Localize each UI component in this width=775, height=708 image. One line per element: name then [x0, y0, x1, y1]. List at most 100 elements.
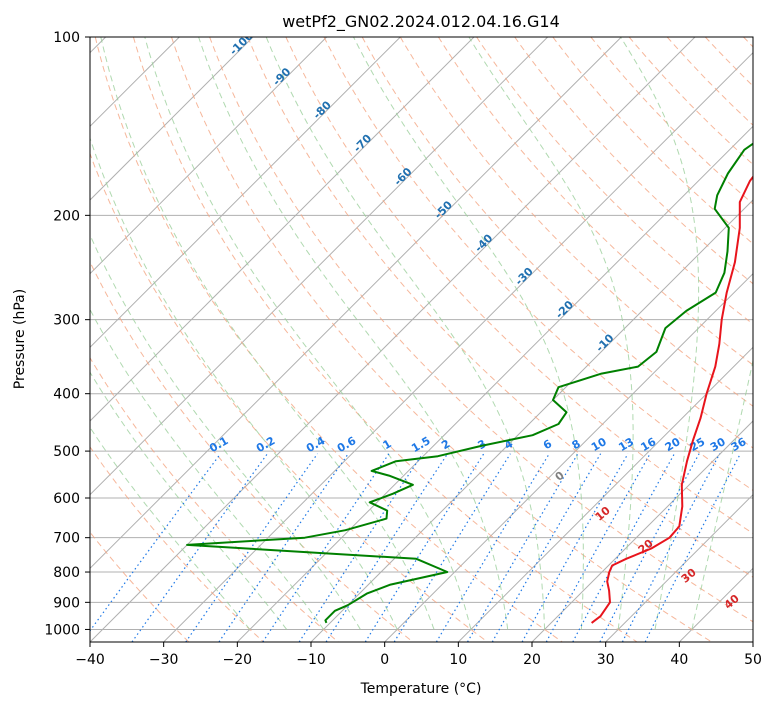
isotherm-line [90, 37, 696, 642]
isotherm-line [752, 641, 753, 642]
dry-adiabat-line [247, 37, 753, 578]
x-tick-label: −20 [223, 652, 253, 668]
dewpoint-line [186, 142, 753, 624]
mixing-ratio-label: 0.1 [207, 434, 230, 455]
mixing-ratio-line [621, 453, 721, 642]
profile-series [186, 142, 753, 624]
mixing-ratio-line [262, 453, 390, 642]
mixing-ratio-label: 6 [541, 437, 554, 452]
moist-adiabat-line [468, 37, 634, 630]
dry-adiabat-line [90, 356, 339, 642]
moist-adiabat-line [90, 426, 251, 630]
moist-adiabat-line [198, 37, 509, 630]
isotherm-line [90, 37, 328, 275]
y-tick-label: 900 [53, 595, 80, 611]
x-tick-label: −30 [149, 652, 179, 668]
isotherm-line [163, 51, 753, 642]
y-tick-label: 500 [53, 444, 80, 460]
mixing-ratio-line [298, 453, 424, 642]
mixing-ratio-line [599, 453, 700, 642]
dry-adiabat-line [552, 37, 753, 245]
chart-title: wetPf2_GN02.2024.012.04.16.G14 [282, 12, 560, 32]
dry-adiabat-line [90, 152, 488, 642]
moist-adiabat-line [100, 37, 435, 630]
x-tick-label: 20 [523, 652, 541, 668]
x-tick-label: −10 [296, 652, 326, 668]
mixing-ratio-label: 8 [570, 437, 583, 452]
moist-adiabat-line [90, 233, 361, 630]
y-tick-label: 100 [53, 30, 80, 46]
plot-frame [89, 36, 754, 643]
isotherm-label: -60 [391, 165, 414, 188]
isotherm-label: -90 [270, 65, 293, 88]
dry-adiabat-line [666, 37, 753, 126]
isotherm-line [457, 346, 753, 642]
mixing-ratio-label: 0.2 [254, 434, 277, 455]
moist-adiabat-line [620, 37, 700, 630]
mixing-ratio-line [521, 453, 629, 642]
isotherm-label: -70 [351, 132, 374, 155]
isotherm-label: -80 [311, 98, 334, 121]
temperature-line [590, 175, 753, 624]
dry-adiabat-line [285, 37, 753, 535]
dry-adiabat-line [90, 260, 414, 642]
x-axis-label: Temperature (°C) [360, 681, 482, 697]
isotherm-label: -10 [593, 331, 616, 354]
y-axis-label: Pressure (hPa) [12, 289, 28, 389]
isotherm-line [90, 37, 254, 201]
dry-adiabat-line [399, 37, 753, 407]
moist-adiabat-label: 0 [553, 469, 567, 484]
y-tick-label: 800 [53, 565, 80, 581]
y-tick-label: 300 [53, 313, 80, 329]
mixing-ratio-label: 1 [381, 437, 394, 452]
mixing-ratio-line [90, 453, 221, 632]
mixing-ratio-line [435, 453, 550, 642]
dry-adiabat-line [743, 37, 753, 48]
mixing-ratio-line [185, 453, 318, 642]
isotherm-line [90, 37, 622, 570]
moist-adiabat-label: 10 [593, 504, 613, 524]
moist-adiabat-line [265, 37, 546, 630]
mixing-ratio-line [364, 453, 485, 642]
x-tick-label: 50 [744, 652, 762, 668]
mixing-ratio-line [325, 453, 449, 642]
y-tick-label: 1000 [44, 622, 80, 638]
isotherm-label: -100 [227, 29, 256, 58]
isotherm-line [384, 272, 753, 642]
isotherm-line [678, 567, 753, 642]
mixing-ratio-line [393, 453, 511, 642]
isotherm-label: -20 [553, 298, 576, 321]
dry-adiabat-line [590, 37, 753, 205]
isotherm-line [90, 37, 401, 349]
moist-adiabat-line [90, 371, 288, 630]
isotherm-line [605, 493, 753, 642]
x-tick-label: 0 [380, 652, 389, 668]
y-tick-label: 200 [53, 208, 80, 224]
mixing-ratio-line [644, 453, 741, 642]
dry-adiabat-line [94, 37, 563, 642]
dry-adiabat-line [704, 37, 753, 87]
moist-adiabat-line [144, 37, 472, 630]
mixing-ratio-line [131, 453, 268, 642]
y-tick-label: 600 [53, 491, 80, 507]
moist-adiabat-line [90, 308, 325, 630]
mixing-ratio-label: 0.4 [304, 434, 328, 455]
background-lines [90, 37, 753, 642]
dry-adiabat-line [361, 37, 753, 449]
x-tick-label: 40 [670, 652, 688, 668]
moist-adiabat-line [353, 37, 584, 630]
mixing-ratio-label: 1.5 [409, 434, 432, 455]
moist-adiabat-line [90, 136, 398, 630]
mixing-ratio-line [491, 453, 602, 642]
y-tick-label: 700 [53, 531, 80, 547]
moist-adiabat-line [691, 358, 753, 630]
mixing-ratio-line [218, 453, 349, 642]
dry-adiabat-line [90, 531, 190, 642]
moist-adiabat-label: 40 [722, 592, 742, 612]
x-tick-label: 30 [597, 652, 615, 668]
isotherm-line [531, 420, 753, 642]
isopleth-labels: 0.1 0.2 0.4 0.6 1 1.5 2 3 4 6 8 10 13 16 20 25 30 36-100-… [207, 29, 749, 612]
isotherm-label: -50 [432, 198, 455, 221]
mixing-ratio-label: 2 [439, 437, 452, 452]
